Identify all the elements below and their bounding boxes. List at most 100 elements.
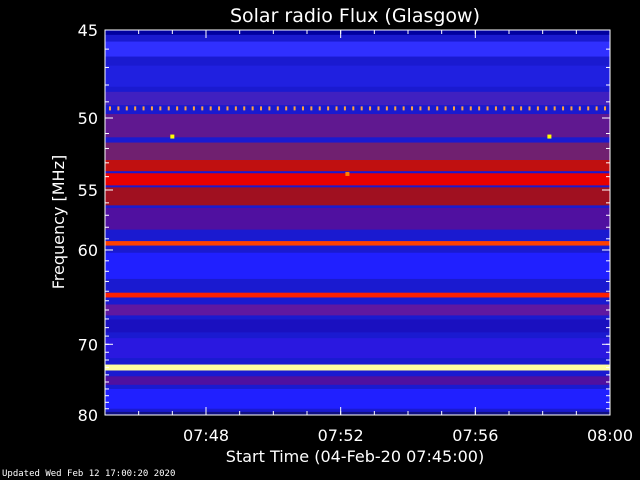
spectrogram-band: [105, 65, 610, 87]
interference-tick: [218, 106, 221, 111]
interference-tick: [301, 106, 304, 111]
spectrogram-band: [105, 142, 610, 163]
interference-tick: [469, 106, 472, 111]
interference-tick: [520, 106, 523, 111]
interference-tick: [394, 106, 397, 111]
spectrogram-band: [105, 91, 610, 106]
interference-tick: [578, 106, 581, 111]
interference-tick: [192, 106, 195, 111]
spectrogram-band: [105, 241, 610, 246]
spectrogram-marks: [109, 106, 606, 176]
interference-tick: [352, 106, 355, 111]
x-axis: 07:48 07:52 07:56 08:00: [104, 30, 633, 445]
y-axis-label: Frequency [MHz]: [49, 155, 68, 289]
interference-tick: [562, 106, 565, 111]
spectrogram-band: [105, 252, 610, 279]
chart-title: Solar radio Flux (Glasgow): [230, 5, 480, 27]
x-tick-label: 08:00: [587, 426, 633, 445]
y-tick-label: 80: [78, 406, 98, 425]
spectrogram-band: [105, 411, 610, 415]
interference-tick: [444, 106, 447, 111]
interference-tick: [377, 106, 380, 111]
spectrogram-band: [105, 114, 610, 138]
interference-tick: [209, 106, 212, 111]
interference-tick: [385, 106, 388, 111]
y-tick-label: 55: [78, 181, 98, 200]
spectrogram-band: [105, 41, 610, 57]
interference-tick: [411, 106, 414, 111]
spectrogram-band: [105, 376, 610, 385]
interference-tick: [436, 106, 439, 111]
interference-tick: [150, 106, 153, 111]
burst-point: [345, 171, 350, 176]
interference-tick: [134, 106, 137, 111]
y-tick-label: 45: [78, 21, 98, 40]
interference-tick: [553, 106, 556, 111]
interference-tick: [159, 106, 162, 111]
interference-tick: [587, 106, 590, 111]
interference-tick: [545, 106, 548, 111]
interference-tick: [494, 106, 497, 111]
interference-tick: [293, 106, 296, 111]
interference-tick: [461, 106, 464, 111]
interference-tick: [260, 106, 263, 111]
y-tick-label: 70: [78, 335, 98, 354]
spectrogram-band: [105, 207, 610, 230]
interference-tick: [369, 106, 372, 111]
interference-tick: [570, 106, 573, 111]
interference-tick: [285, 106, 288, 111]
interference-tick: [125, 106, 128, 111]
spectrogram-band: [105, 160, 610, 172]
interference-tick: [109, 106, 111, 111]
interference-tick: [318, 106, 321, 111]
interference-tick: [117, 106, 120, 111]
interference-tick: [511, 106, 514, 111]
interference-tick: [335, 106, 338, 111]
interference-tick: [167, 106, 170, 111]
updated-timestamp: Updated Wed Feb 12 17:00:20 2020: [2, 469, 176, 479]
y-tick-label: 60: [78, 241, 98, 260]
interference-tick: [360, 106, 363, 111]
interference-tick: [419, 106, 422, 111]
interference-tick: [503, 106, 506, 111]
spectrogram-band: [105, 30, 610, 35]
interference-tick: [142, 106, 145, 111]
interference-tick: [327, 106, 330, 111]
interference-tick: [478, 106, 481, 111]
interference-tick: [310, 106, 313, 111]
interference-tick: [343, 106, 346, 111]
spectrogram-band: [105, 319, 610, 333]
spectrogram-band: [105, 292, 610, 298]
x-tick-label: 07:56: [452, 426, 498, 445]
interference-tick: [604, 106, 606, 111]
burst-point: [547, 134, 552, 139]
interference-tick: [528, 106, 531, 111]
interference-tick: [201, 106, 204, 111]
spectrogram-band: [105, 364, 610, 371]
interference-tick: [243, 106, 246, 111]
plot-frame: [104, 29, 611, 416]
interference-tick: [234, 106, 237, 111]
x-tick-label: 07:48: [183, 426, 229, 445]
interference-tick: [176, 106, 179, 111]
interference-tick: [276, 106, 279, 111]
interference-tick: [427, 106, 430, 111]
interference-tick: [536, 106, 539, 111]
spectrogram-band: [105, 187, 610, 206]
x-tick-label: 07:52: [318, 426, 364, 445]
spectrogram-band: [105, 173, 610, 186]
spectrogram-bands: [105, 30, 610, 415]
interference-tick: [226, 106, 229, 111]
interference-tick: [268, 106, 271, 111]
interference-tick: [452, 106, 455, 111]
interference-tick: [251, 106, 254, 111]
y-tick-label: 50: [78, 109, 98, 128]
interference-tick: [595, 106, 598, 111]
x-axis-label: Start Time (04-Feb-20 07:45:00): [226, 447, 484, 466]
spectrogram-band: [105, 338, 610, 359]
interference-tick: [402, 106, 405, 111]
spectrogram-band: [105, 304, 610, 316]
burst-point: [170, 134, 175, 139]
spectrogram-band: [105, 388, 610, 409]
interference-tick: [486, 106, 489, 111]
